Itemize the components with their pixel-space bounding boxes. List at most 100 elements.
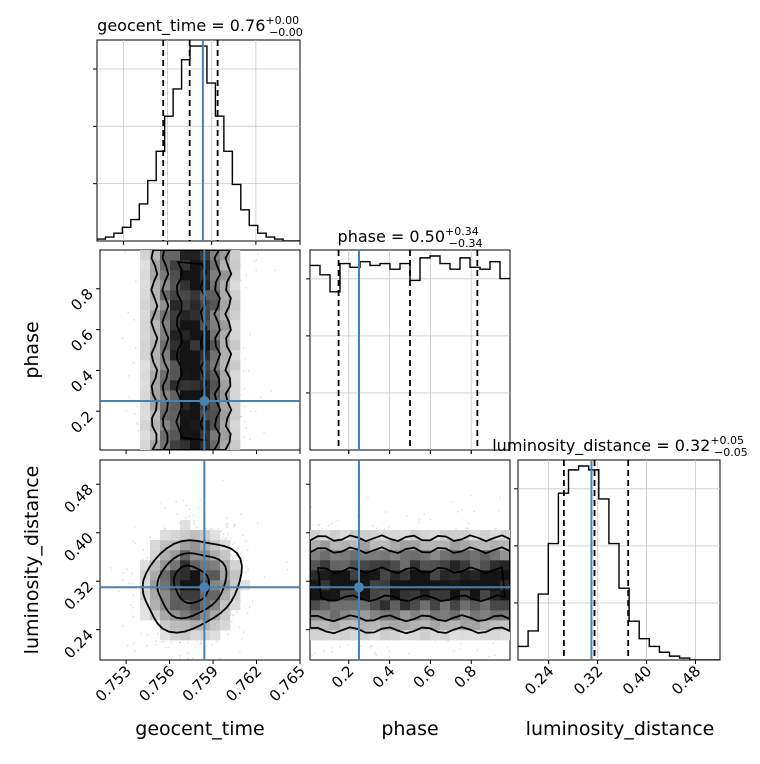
density-cell [230,300,241,311]
density-cell [400,610,411,621]
density-cell [430,570,441,581]
xtick-label-phase: 0.2 [328,662,358,692]
density-cell [180,630,191,641]
density-cell [140,300,151,311]
sample-point [494,527,497,530]
sample-point [310,506,312,508]
density-cell [390,630,401,641]
density-cell [190,280,201,291]
sample-point [125,409,128,412]
density-cell [150,540,161,551]
density-cell [190,590,201,601]
density-cell [140,390,151,401]
sample-point [128,395,131,398]
density-cell [400,630,411,641]
sample-point [331,647,334,649]
density-cell [230,580,241,591]
sample-point [246,612,249,614]
density-cell [150,570,161,581]
sample-point [124,251,126,254]
density-cell [350,590,361,601]
sample-point [245,540,247,543]
density-cell [190,570,201,581]
density-cell [220,550,231,561]
density-cell [210,380,221,391]
density-cell [220,370,231,381]
density-cell [160,620,171,631]
density-cell [170,530,181,541]
density-cell [190,290,201,301]
density-cell [160,530,171,541]
density-cell [230,420,241,431]
sample-point [127,375,130,377]
sample-point [493,654,496,657]
xtick-label-geocent-time: 0.759 [179,662,222,705]
density-cell [380,530,391,541]
density-cell [470,560,481,571]
density-cell [230,290,241,301]
density-cell [440,540,451,551]
ytick-label-phase: 0.4 [67,367,97,397]
density-cell [380,630,391,641]
panel-luminosity-distance-vs-geocent-time: 0.24 0.32 0.40 0.48 0.753 0.756 0.759 0.762 0.7… [60,459,309,705]
density-cell [210,580,221,591]
density-cell [160,320,171,331]
density-cell [440,620,451,631]
density-cell [370,610,381,621]
density-cell [410,550,421,561]
sample-point [257,253,260,256]
density-cell [140,280,151,291]
sample-point [251,600,254,603]
density-cell [310,630,321,641]
sample-point [274,269,277,272]
density-cell [150,290,161,301]
density-cell [150,580,161,591]
density-cell [470,530,481,541]
density-cell [360,570,371,581]
sample-point [383,528,386,531]
density-cell [170,400,181,411]
sample-point [227,533,229,536]
density-cell [370,630,381,641]
sample-point [134,347,137,349]
density-cell [330,620,341,631]
density-cell [180,430,191,441]
density-cell [140,250,151,261]
density-cell [140,610,151,621]
density-cell [220,260,231,271]
sample-point [461,509,463,511]
contour-middle [161,250,222,450]
density-cell [140,420,151,431]
sample-point [191,657,194,660]
sample-point [242,347,245,350]
density-cell [410,540,421,551]
density-cell [150,400,161,411]
density-cell [440,580,451,591]
density-cell [470,600,481,611]
density-cell [440,600,451,611]
sample-point [222,532,225,535]
density-cell [210,360,221,371]
density-cell [450,620,461,631]
density-cell [210,410,221,421]
sample-point [456,510,459,513]
density-cell [170,350,181,361]
sample-point [200,642,203,645]
sample-point [247,567,249,570]
sample-point [200,640,203,643]
sample-point [242,534,244,536]
sample-point [185,504,188,507]
sample-point [137,423,139,426]
sample-point [160,501,163,504]
density-cell [460,610,471,621]
sample-point [355,655,358,657]
density-cell [140,330,151,341]
density-cell [220,600,231,611]
contour-middle [156,552,228,620]
ylabel-luminosity-distance: luminosity_distance [21,466,43,655]
density-cell [180,520,191,531]
sample-point [239,650,241,653]
density-cell [210,590,221,601]
density-cell [330,560,341,571]
density-cell [190,300,201,311]
